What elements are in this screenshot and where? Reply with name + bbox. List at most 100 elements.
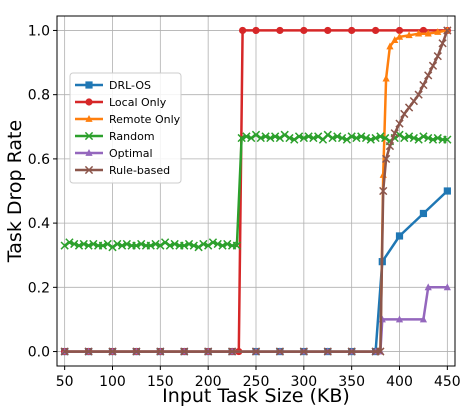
legend-marker xyxy=(85,149,93,156)
data-point-rule-based xyxy=(156,347,165,356)
data-point-random xyxy=(108,243,117,252)
x-tick-label: 150 xyxy=(147,374,174,390)
x-tick-label: 200 xyxy=(195,374,222,390)
legend-item-local-only: Local Only xyxy=(75,96,167,109)
data-point-random xyxy=(151,239,160,249)
data-point-random xyxy=(376,132,385,141)
data-point-rule-based xyxy=(376,347,385,356)
data-point-random xyxy=(323,130,332,139)
data-point-random xyxy=(180,241,189,250)
data-point-optimal xyxy=(443,283,451,291)
data-point-random xyxy=(79,239,88,249)
data-point-optimal xyxy=(424,283,432,291)
data-point-random xyxy=(414,135,423,144)
legend-label: Remote Only xyxy=(109,113,181,126)
y-tick-label: 0.4 xyxy=(28,216,50,232)
legend-label: Rule-based xyxy=(109,164,170,177)
data-point-random xyxy=(160,238,170,247)
data-point-random xyxy=(89,239,98,249)
data-point-random xyxy=(309,133,318,143)
legend-marker xyxy=(85,81,93,89)
data-point-random xyxy=(395,130,404,139)
data-point-local-only xyxy=(324,26,332,35)
data-point-rule-based xyxy=(275,347,285,356)
data-point-random xyxy=(208,238,218,247)
legend-item-remote-only: Remote Only xyxy=(75,113,181,126)
legend-item-random: Random xyxy=(75,130,155,143)
data-point-remote-only xyxy=(405,31,413,39)
legend-item-drl-os: DRL-OS xyxy=(75,79,151,92)
data-point-random xyxy=(137,239,146,249)
grid xyxy=(57,16,455,366)
data-point-random xyxy=(404,132,414,141)
data-point-random xyxy=(304,132,313,141)
data-point-random xyxy=(189,241,198,250)
x-tick-label: 50 xyxy=(56,374,74,390)
data-point-rule-based xyxy=(400,109,409,119)
data-point-drl-os xyxy=(419,209,428,218)
data-point-rule-based xyxy=(414,90,423,99)
data-point-random xyxy=(232,241,241,250)
data-point-rule-based xyxy=(251,347,261,356)
data-point-rule-based xyxy=(409,96,418,106)
legend-marker xyxy=(84,165,94,175)
legend-item-optimal: Optimal xyxy=(75,147,153,160)
data-point-rule-based xyxy=(390,129,399,138)
data-point-random xyxy=(428,135,438,144)
data-point-local-only xyxy=(419,26,428,35)
data-point-rule-based xyxy=(428,61,438,70)
data-point-random xyxy=(70,239,79,249)
data-point-random xyxy=(266,133,275,143)
data-point-remote-only xyxy=(391,36,399,43)
data-point-random xyxy=(285,133,294,143)
data-point-random xyxy=(381,133,390,143)
data-point-random xyxy=(103,239,112,249)
data-point-remote-only xyxy=(395,32,404,40)
legend-marker xyxy=(85,115,93,122)
y-tick-label: 0.8 xyxy=(28,88,50,104)
data-point-random xyxy=(251,130,261,139)
data-point-random xyxy=(271,132,280,141)
data-point-random xyxy=(65,238,74,247)
data-point-random xyxy=(290,135,299,144)
data-point-rule-based xyxy=(419,80,428,90)
data-point-drl-os xyxy=(395,232,404,240)
data-point-random xyxy=(294,132,304,141)
data-point-remote-only xyxy=(424,29,432,37)
data-point-random xyxy=(156,241,165,250)
data-point-rule-based xyxy=(180,347,189,356)
data-point-optimal xyxy=(395,315,404,323)
data-point-local-only xyxy=(395,26,404,35)
data-point-random xyxy=(371,133,380,143)
data-point-random xyxy=(366,135,375,144)
data-point-random xyxy=(261,132,270,141)
data-point-random xyxy=(337,133,347,143)
x-tick-label: 250 xyxy=(243,374,270,390)
data-point-random xyxy=(237,133,246,143)
data-point-random xyxy=(361,133,371,143)
data-point-rule-based xyxy=(433,52,442,61)
x-tick-label: 400 xyxy=(386,374,413,390)
legend-marker xyxy=(84,131,94,141)
data-point-rule-based xyxy=(381,154,391,164)
data-point-random xyxy=(400,133,409,143)
data-point-random xyxy=(184,239,194,249)
data-point-random xyxy=(433,133,442,143)
data-point-random xyxy=(117,241,127,250)
data-point-random xyxy=(280,130,289,139)
data-point-rule-based xyxy=(379,186,388,196)
data-point-local-only xyxy=(371,26,380,35)
legend-label: DRL-OS xyxy=(109,79,151,92)
data-point-rule-based xyxy=(347,347,356,356)
data-point-random xyxy=(443,135,452,144)
x-tick-label: 300 xyxy=(290,374,317,390)
y-tick-label: 1.0 xyxy=(28,23,50,39)
data-point-random xyxy=(223,239,232,249)
data-point-rule-based xyxy=(395,119,404,128)
data-point-random xyxy=(60,241,69,250)
data-point-random xyxy=(84,241,93,250)
data-point-rule-based xyxy=(60,347,69,356)
data-point-random xyxy=(247,133,256,143)
x-tick-label: 450 xyxy=(434,374,461,390)
data-point-random xyxy=(299,133,308,143)
